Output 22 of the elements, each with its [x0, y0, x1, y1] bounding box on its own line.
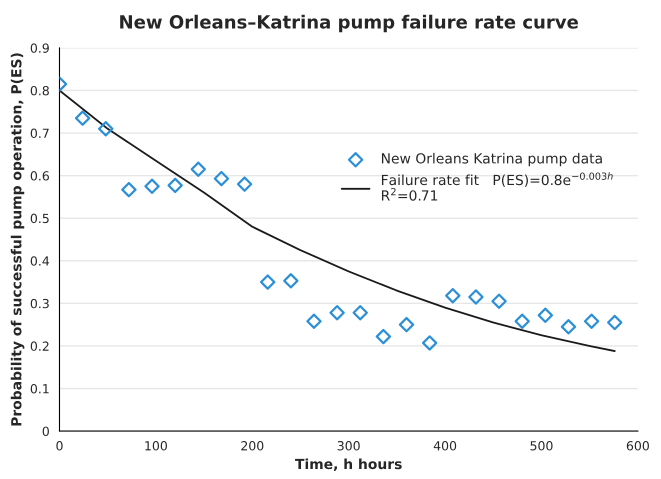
legend-label: New Orleans Katrina pump data: [382, 152, 602, 166]
y-tick-label: 0.7: [30, 128, 49, 138]
x-tick-label: 200: [241, 441, 264, 450]
y-tick-label: 0: [42, 426, 49, 436]
y-tick-label: 0.5: [30, 214, 49, 224]
x-tick-label: 600: [626, 441, 649, 450]
y-tick-label: 0.8: [30, 86, 49, 96]
y-tick-label: 0.3: [30, 298, 49, 308]
x-tick-label: 500: [530, 441, 553, 450]
y-tick-label: 0.9: [30, 43, 49, 53]
x-tick-label: 0: [56, 441, 63, 450]
x-tick-label: 400: [434, 441, 456, 450]
y-axis-title: Probability of successful pump operation, P(ES): [10, 53, 24, 426]
text: Failure rate fit P(ES)=0.8e$^{−0.003h}$ R$^{2}$=0.71: [382, 172, 613, 201]
y-tick-label: 0.4: [30, 256, 50, 266]
y-tick-label: 0.2: [30, 341, 49, 351]
y-tick-label: 0.1: [30, 384, 49, 394]
y-tick-label: 0.6: [30, 171, 49, 181]
x-axis-title: Time, h hours: [295, 458, 402, 471]
x-tick-label: 100: [145, 441, 167, 450]
x-tick-label: 300: [338, 441, 360, 450]
chart-title: New Orleans–Katrina pump failure rate curve: [120, 14, 578, 32]
